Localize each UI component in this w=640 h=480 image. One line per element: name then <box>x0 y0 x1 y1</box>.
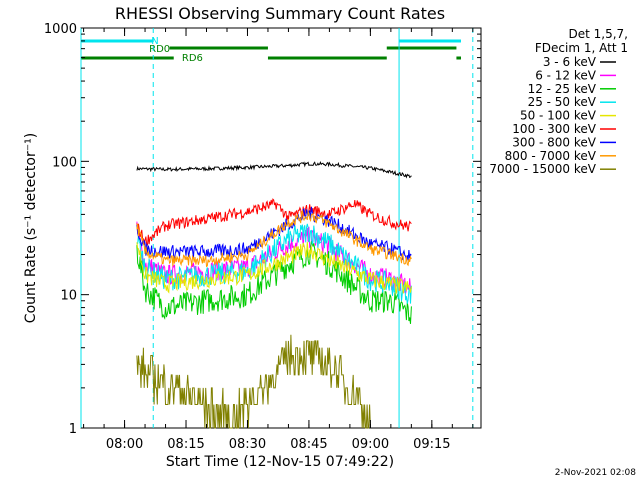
state-label-rd6: RD6 <box>182 53 203 64</box>
x-tick-label: 08:45 <box>290 437 327 452</box>
series-line-50to100keV <box>136 241 412 295</box>
state-label-rd0: RD0 <box>149 44 170 55</box>
chart-title: RHESSI Observing Summary Count Rates <box>115 4 445 23</box>
series-line-800to7000keV <box>136 209 412 268</box>
legend-label: 7000 - 15000 keV <box>489 162 596 176</box>
series-line-100to300keV <box>136 198 412 246</box>
y-tick-label: 100 <box>52 155 77 170</box>
x-tick-label: 08:15 <box>167 437 204 452</box>
state-label-n: N <box>151 36 158 47</box>
legend-label: 100 - 300 keV <box>512 122 596 136</box>
legend-label: 6 - 12 keV <box>535 68 597 82</box>
legend-label: 25 - 50 keV <box>528 95 597 109</box>
x-tick-label: 09:00 <box>352 437 389 452</box>
x-tick-label: 08:00 <box>106 437 143 452</box>
x-axis-label: Start Time (12-Nov-15 07:49:22) <box>166 454 394 470</box>
y-tick-label: 1 <box>69 422 77 437</box>
series-line-3to6keV <box>136 160 412 179</box>
vertical-markers <box>80 28 474 428</box>
y-axis-label: Count Rate (s⁻¹ detector⁻¹) <box>23 133 39 323</box>
x-tick-label: 08:30 <box>229 437 266 452</box>
legend-label: 50 - 100 keV <box>520 109 597 123</box>
y-axis: 1 10 100 1000 <box>44 22 481 437</box>
legend-label: 12 - 25 keV <box>528 82 597 96</box>
legend-header-2: FDecim 1, Att 1 <box>535 41 628 55</box>
legend-label: 300 - 800 keV <box>512 135 596 149</box>
series-line-7000to15000keV <box>136 334 371 429</box>
x-axis: 08:00 08:15 08:30 08:45 09:00 09:15 <box>83 28 474 452</box>
series-line-12to25keV <box>136 241 412 324</box>
legend-label: 800 - 7000 keV <box>505 149 597 163</box>
legend-header-1: Det 1,5,7, <box>569 27 629 41</box>
y-tick-label: 1000 <box>44 22 77 37</box>
x-tick-label: 09:15 <box>413 437 450 452</box>
legend-label: 3 - 6 keV <box>543 55 597 69</box>
series-line-25to50keV <box>136 223 412 304</box>
series-group <box>136 160 412 429</box>
footer-date: 2-Nov-2021 02:08 <box>555 468 637 478</box>
y-tick-label: 10 <box>60 289 77 304</box>
